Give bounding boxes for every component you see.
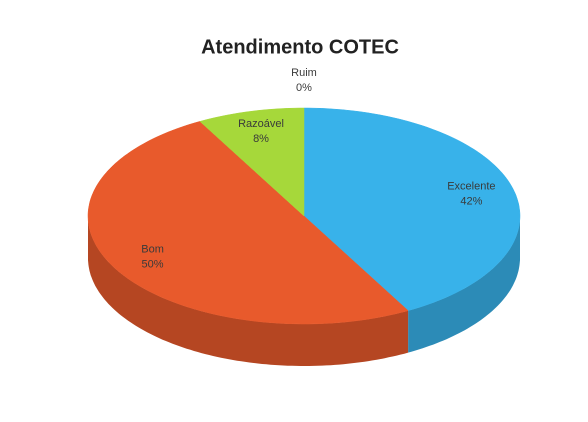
slice-value-label: 0% <box>296 82 312 94</box>
slice-label: Bom <box>141 244 164 256</box>
pie-side <box>408 216 520 353</box>
slice-label: Razoável <box>238 118 284 130</box>
chart-title: Atendimento COTEC <box>201 36 399 58</box>
slice-label: Excelente <box>447 180 495 192</box>
pie-slice <box>303 107 521 311</box>
pie-slice <box>87 121 409 325</box>
pie-side <box>88 216 409 366</box>
slice-value-label: 8% <box>253 133 269 145</box>
slice-value-label: 50% <box>142 259 164 271</box>
pie-slice <box>199 107 305 217</box>
slice-label: Ruim <box>291 67 317 79</box>
slice-value-label: 42% <box>460 195 482 207</box>
